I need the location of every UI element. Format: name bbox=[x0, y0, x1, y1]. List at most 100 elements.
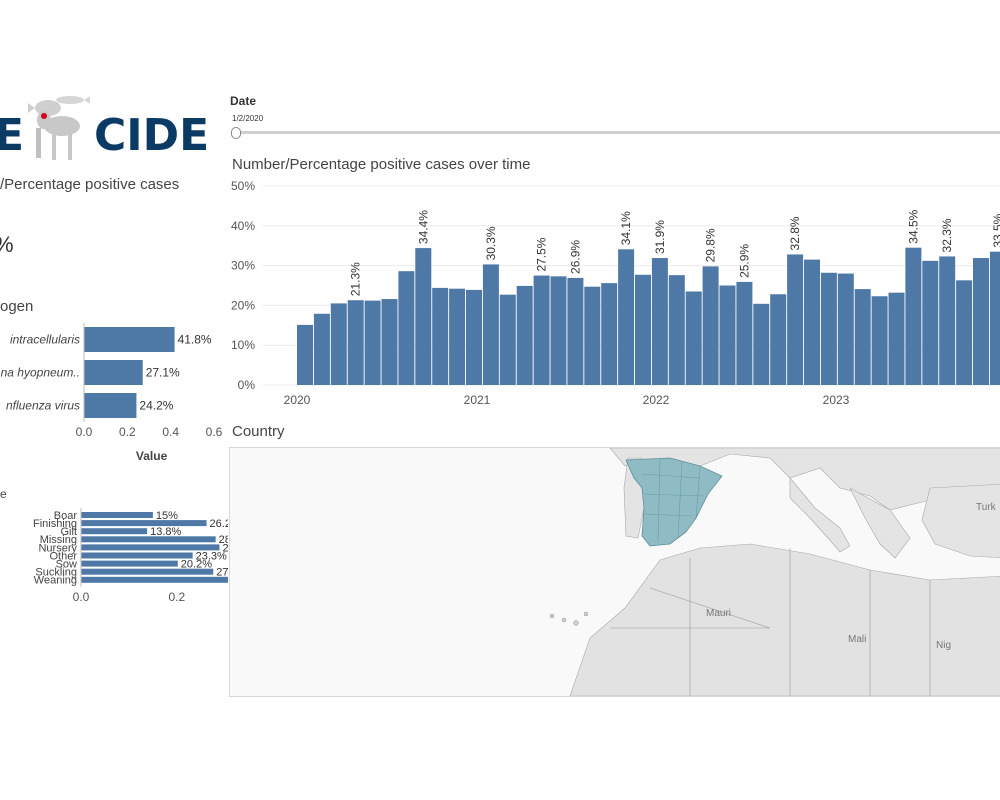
hbar-value-label: 28.9% bbox=[222, 542, 228, 554]
timeline-bar[interactable] bbox=[381, 299, 398, 385]
bar-value-label: 25.9% bbox=[737, 244, 751, 278]
bar-value-label: 34.4% bbox=[416, 210, 430, 244]
timeline-bar[interactable] bbox=[820, 272, 837, 385]
timeline-bar[interactable] bbox=[922, 260, 939, 385]
africa-borders bbox=[610, 548, 931, 696]
timeline-bar[interactable] bbox=[432, 287, 449, 385]
y-tick-label: 10% bbox=[231, 338, 255, 352]
x-tick-label: 0.4 bbox=[162, 425, 179, 439]
timeline-bar[interactable] bbox=[449, 288, 466, 385]
timeline-bar[interactable] bbox=[888, 292, 905, 385]
logo: E CIDE bbox=[0, 88, 209, 168]
timeline-bar[interactable] bbox=[685, 291, 702, 385]
timeline-bar[interactable] bbox=[398, 271, 415, 385]
timeline-bar[interactable] bbox=[297, 324, 313, 385]
timeline-bar[interactable] bbox=[854, 289, 871, 385]
pathogen-chart-title: ogen bbox=[0, 298, 34, 315]
map-panel[interactable]: Turk Mauri Mali Nig bbox=[229, 447, 1000, 697]
hbar[interactable] bbox=[81, 520, 207, 527]
hbar[interactable] bbox=[84, 360, 143, 385]
category-label: Suckling bbox=[35, 567, 77, 579]
category-label: Weaning bbox=[34, 575, 77, 587]
timeline-bar[interactable] bbox=[804, 259, 820, 385]
hbar[interactable] bbox=[81, 576, 228, 583]
timeline-bar[interactable] bbox=[871, 296, 888, 385]
map-label-niger: Nig bbox=[936, 640, 951, 651]
timeline-bar[interactable] bbox=[364, 300, 381, 385]
timeline-bar[interactable] bbox=[347, 300, 364, 385]
category-label: Finishing bbox=[33, 518, 77, 530]
timeline-bar[interactable] bbox=[516, 285, 533, 385]
map-label-mauritania: Mauri bbox=[706, 608, 731, 619]
category-label: Gilt bbox=[61, 526, 78, 538]
timeline-bar[interactable] bbox=[837, 273, 854, 385]
timeline-bar[interactable] bbox=[313, 313, 330, 385]
pathogen-chart[interactable]: intracellularis 41.8% na hyopneum.. 27.1% nf… bbox=[0, 318, 228, 474]
bar-value-label: 32.8% bbox=[788, 216, 802, 250]
canary-island bbox=[573, 620, 579, 626]
hbar-value-label: 13.8% bbox=[150, 526, 181, 538]
hbar-value-label: 15% bbox=[156, 510, 178, 522]
hbar[interactable] bbox=[81, 560, 178, 567]
hbar[interactable] bbox=[81, 552, 193, 559]
hbar[interactable] bbox=[84, 393, 137, 418]
hbar-value-label: 27.1% bbox=[146, 366, 180, 380]
timeline-chart[interactable]: 0% 10% 20% 30% 40% 50% 21.3% 34.4% 30.3% 27.5% 26.… bbox=[229, 178, 1000, 410]
timeline-bar[interactable] bbox=[466, 289, 482, 385]
date-slider-handle[interactable] bbox=[231, 127, 241, 139]
x-tick-label: 0.0 bbox=[73, 590, 90, 604]
timeline-bar[interactable] bbox=[567, 277, 584, 385]
hbar[interactable] bbox=[81, 544, 220, 551]
timeline-bar[interactable] bbox=[584, 286, 601, 385]
timeline-bar[interactable] bbox=[601, 283, 618, 385]
x-tick-label: 2021 bbox=[464, 393, 491, 407]
hbar[interactable] bbox=[81, 568, 214, 575]
timeline-bar[interactable] bbox=[415, 248, 432, 385]
date-filter-value: 1/2/2020 bbox=[232, 114, 264, 123]
bar-value-label: 31.9% bbox=[653, 220, 667, 254]
hbar-value-label: 26.2% bbox=[210, 518, 228, 530]
timeline-bar[interactable] bbox=[939, 256, 956, 385]
bar-value-label: 34.1% bbox=[619, 211, 633, 245]
timeline-bar[interactable] bbox=[499, 294, 516, 385]
x-tick-label: 0.2 bbox=[168, 590, 185, 604]
hbar[interactable] bbox=[81, 528, 148, 535]
timeline-bar[interactable] bbox=[719, 285, 736, 386]
date-slider-track[interactable] bbox=[236, 131, 1000, 134]
timeline-bar[interactable] bbox=[973, 258, 989, 385]
timeline-bar[interactable] bbox=[635, 274, 651, 385]
timeline-bar[interactable] bbox=[956, 280, 973, 385]
category-label: nfluenza virus bbox=[6, 399, 80, 413]
bar-value-label: 34.5% bbox=[906, 209, 920, 243]
timeline-bar[interactable] bbox=[482, 264, 499, 385]
type-chart-title: e bbox=[0, 487, 7, 501]
hbar[interactable] bbox=[84, 327, 175, 352]
bar-value-label: 21.3% bbox=[349, 262, 363, 296]
timeline-bar[interactable] bbox=[905, 247, 922, 385]
hbar-value-label: 28.1% bbox=[219, 534, 228, 546]
timeline-bar[interactable] bbox=[702, 266, 719, 385]
timeline-bar[interactable] bbox=[668, 275, 685, 385]
y-tick-label: 40% bbox=[231, 219, 255, 233]
y-tick-label: 30% bbox=[231, 259, 255, 273]
timeline-bar[interactable] bbox=[770, 294, 787, 385]
type-chart[interactable]: Boar 15% Finishing 26.2% Gilt 13.8% Missing 28.… bbox=[0, 506, 228, 610]
timeline-bar[interactable] bbox=[736, 281, 753, 385]
bar-value-label: 27.5% bbox=[535, 237, 549, 271]
timeline-bar[interactable] bbox=[533, 275, 550, 385]
hbar[interactable] bbox=[81, 512, 153, 518]
timeline-bar[interactable] bbox=[618, 249, 635, 385]
timeline-bar[interactable] bbox=[787, 254, 804, 385]
timeline-bar[interactable] bbox=[330, 303, 347, 385]
timeline-bar[interactable] bbox=[651, 258, 668, 385]
hbar[interactable] bbox=[81, 536, 216, 543]
category-label: intracellularis bbox=[10, 333, 80, 347]
category-label: Sow bbox=[56, 558, 77, 570]
logo-text-cide: CIDE bbox=[94, 110, 210, 161]
timeline-bar[interactable] bbox=[989, 251, 1000, 385]
timeline-bar[interactable] bbox=[753, 303, 770, 385]
timeline-chart-title: Number/Percentage positive cases over ti… bbox=[232, 156, 531, 173]
animals-logo-icon bbox=[28, 96, 90, 160]
timeline-bar[interactable] bbox=[550, 276, 567, 385]
map-svg[interactable]: Turk Mauri Mali Nig bbox=[230, 448, 1000, 696]
